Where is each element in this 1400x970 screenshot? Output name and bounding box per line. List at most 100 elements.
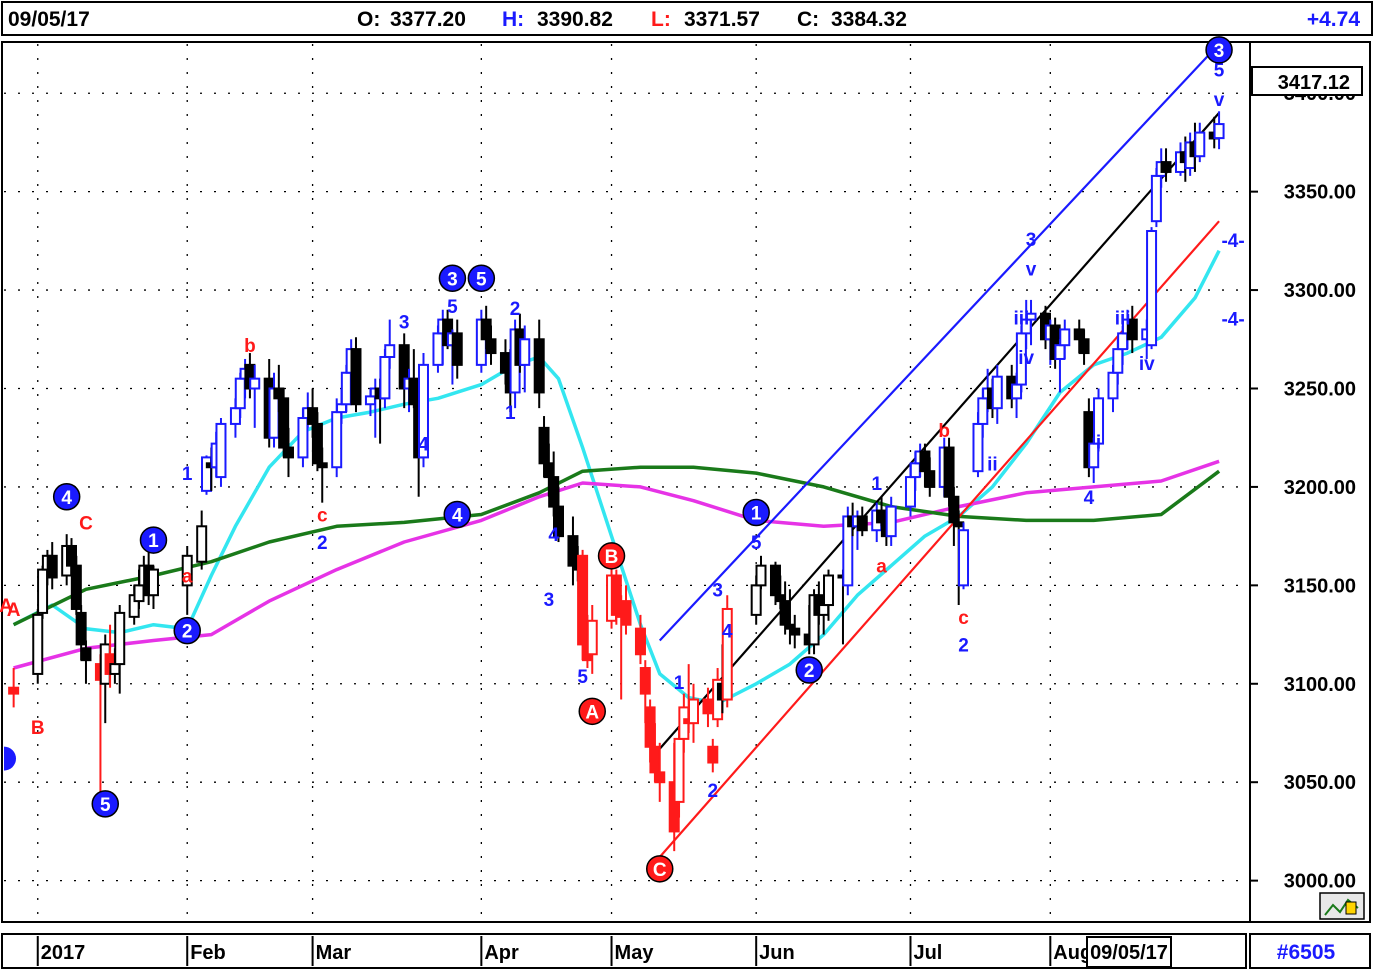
wave-label: 3 — [1026, 230, 1037, 251]
chart-style-icon[interactable] — [1319, 892, 1365, 920]
candle-body — [331, 411, 343, 469]
candle-body — [273, 387, 285, 400]
x-tick-label: Jun — [759, 942, 795, 964]
low-label: L: — [651, 8, 671, 31]
candle-body — [1146, 230, 1158, 347]
y-tick-label: 3300.00 — [1284, 280, 1356, 302]
candle — [215, 418, 227, 487]
wave-circle-label: 4 — [52, 483, 81, 511]
candle-body — [417, 363, 429, 459]
candle-body — [408, 377, 420, 406]
candle-body — [8, 686, 20, 695]
y-tick-label: 3000.00 — [1284, 871, 1356, 893]
candle-body — [644, 706, 656, 748]
candle-body — [977, 397, 989, 425]
wave-circle-text: 2 — [182, 622, 193, 643]
candle — [32, 608, 44, 684]
wave-circle — [1205, 36, 1233, 64]
x-tick-label: Feb — [190, 942, 226, 964]
candle-body — [639, 667, 651, 695]
wave-label: iii — [1115, 309, 1131, 330]
close-label: C: — [797, 8, 819, 31]
candle-body — [234, 377, 246, 410]
candle — [384, 319, 396, 369]
candle-body — [311, 422, 323, 465]
candle — [552, 486, 564, 543]
candle-body — [1078, 338, 1090, 355]
candle-body — [953, 521, 965, 528]
candle — [46, 542, 58, 590]
candle — [1213, 111, 1225, 150]
wave-label: a — [876, 557, 887, 578]
candle-body — [856, 515, 868, 532]
candle-body — [654, 771, 666, 784]
wave-label: a — [182, 567, 193, 588]
channel-label: -4- — [1221, 310, 1244, 331]
candle — [70, 555, 82, 615]
candle-body — [1150, 174, 1162, 223]
candle-body — [229, 407, 241, 425]
candle-body — [215, 422, 227, 479]
wave-circle — [443, 500, 471, 529]
high-label: H: — [502, 8, 524, 31]
candle-body — [567, 535, 579, 567]
wave-circle-label: 1 — [742, 498, 770, 527]
edge-wave-circle — [4, 746, 16, 771]
candle-body — [109, 663, 121, 675]
candle-body — [66, 544, 78, 567]
candle-body — [649, 745, 661, 774]
candle-body — [80, 647, 92, 662]
candle-body — [750, 584, 762, 616]
wave-circle — [91, 790, 120, 818]
wave-label: 4 — [1084, 488, 1095, 509]
wave-label: b — [938, 421, 950, 442]
wave-label: 5 — [751, 533, 762, 554]
y-tick-label: 3200.00 — [1284, 477, 1356, 499]
wave-circle-text: 3 — [447, 269, 458, 290]
candle-body — [1117, 332, 1129, 351]
moving-averages — [12, 249, 1221, 706]
candle-body — [1059, 328, 1071, 347]
candle-body — [336, 403, 348, 414]
candle-body — [1054, 344, 1066, 360]
wave-label: 3 — [399, 313, 410, 334]
symbol-code: #6505 — [1277, 941, 1336, 964]
wave-circle-label: C — [646, 855, 674, 883]
wave-label: iii — [1013, 309, 1029, 330]
wave-circle — [438, 264, 467, 293]
high-value: 3390.82 — [537, 8, 613, 31]
wave-label: i — [1096, 433, 1101, 454]
candle-body — [75, 611, 87, 646]
open-value: 3377.20 — [390, 8, 466, 31]
x-tick-label: 2017 — [41, 942, 86, 964]
wave-circle-label: 2 — [173, 616, 201, 645]
wave-circle-text: 3 — [1214, 41, 1225, 62]
wave-label: 1 — [182, 464, 193, 485]
candle-body — [1126, 318, 1138, 341]
wave-circle — [795, 656, 823, 684]
candle — [991, 364, 1003, 424]
candle — [1194, 122, 1206, 163]
candle-body — [196, 525, 208, 563]
candle-body — [350, 348, 362, 406]
candle-body — [384, 344, 396, 358]
wave-circle-label: 5 — [91, 790, 120, 818]
candle — [707, 738, 719, 773]
wave-circle-text: 1 — [751, 504, 762, 525]
wave-label: iv — [1018, 348, 1034, 369]
x-tick-label: Mar — [316, 942, 352, 964]
candle — [201, 455, 213, 495]
last-price-marker: 3417.12 — [1251, 66, 1363, 96]
candle-body — [1213, 123, 1225, 140]
candle-body — [451, 332, 463, 366]
wave-circle-label: 2 — [795, 656, 823, 684]
candle-body — [533, 338, 545, 394]
wave-circle-label: 5 — [467, 264, 496, 293]
candle-body — [543, 462, 555, 479]
candle-body — [548, 476, 560, 508]
black-channel-line — [658, 112, 1220, 750]
candle-body — [37, 568, 49, 614]
candle-body — [552, 505, 564, 538]
